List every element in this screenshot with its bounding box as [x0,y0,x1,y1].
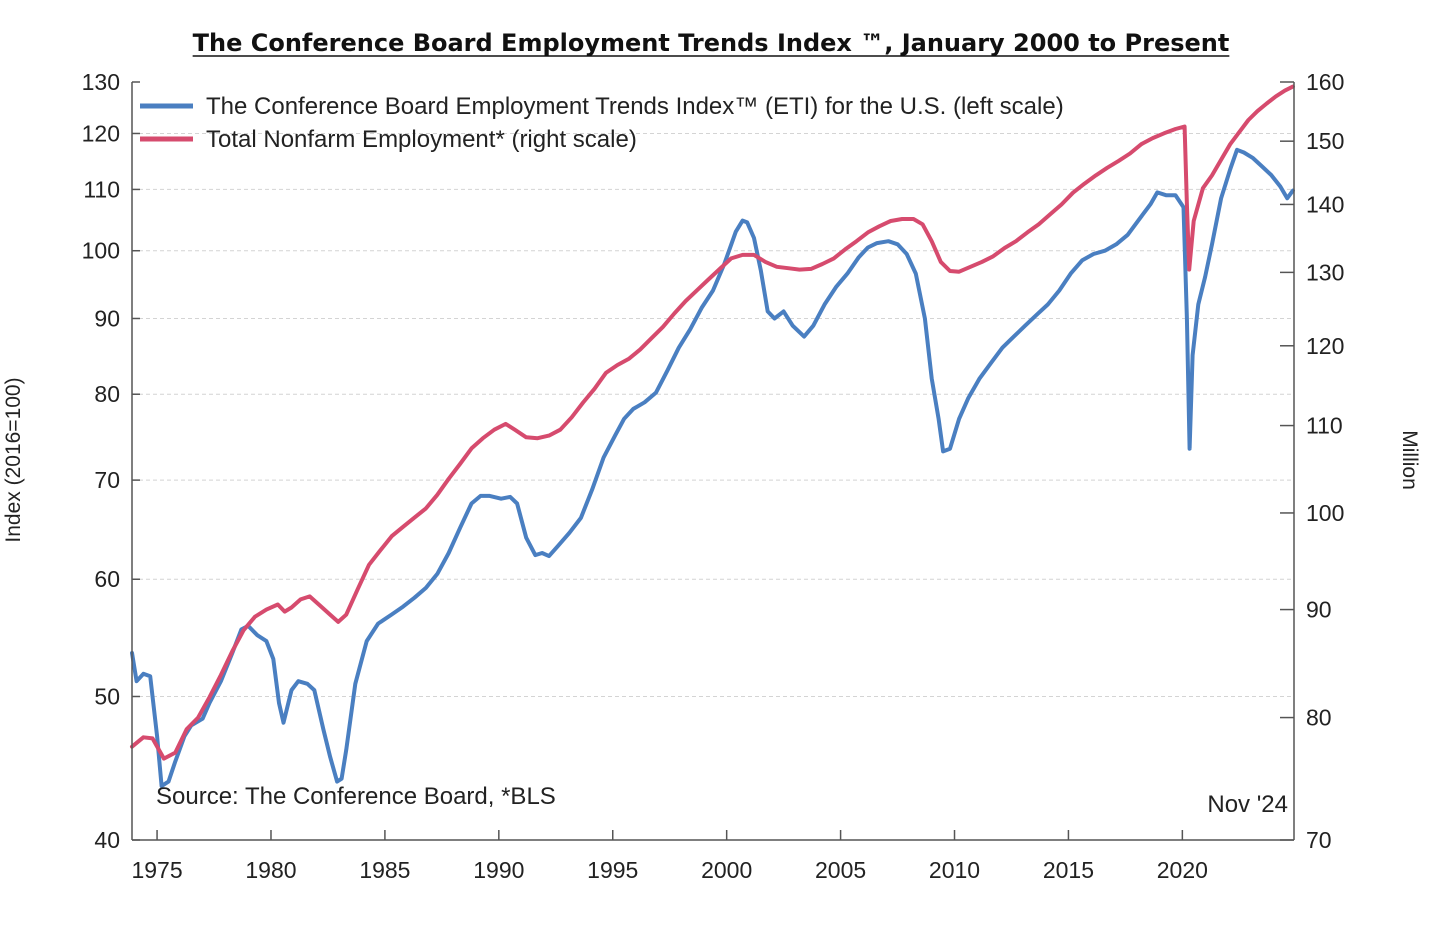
gridlines [132,132,1294,697]
legend-label: The Conference Board Employment Trends I… [206,93,1064,120]
axes [131,81,1295,841]
y-tick-label: 50 [94,683,120,709]
y-tick-label: 80 [94,381,120,407]
y2-tick-label: 70 [1306,827,1332,853]
x-tick-label: 2010 [929,857,980,883]
x-tick-label: 1985 [359,857,410,883]
x-tick-label: 2015 [1043,857,1094,883]
y-tick-label: 40 [94,827,120,853]
y-tick-label: 70 [94,467,120,493]
y2-tick-label: 100 [1306,500,1344,526]
x-tick-label: 1990 [473,857,524,883]
y-tick-label: 60 [94,566,120,592]
x-tick-label: 2005 [815,857,866,883]
y2-tick-label: 80 [1306,705,1332,731]
y-tick-label: 130 [82,69,120,95]
series-lines [130,84,1295,789]
y-tick-label: 90 [94,305,120,331]
date-note: Nov '24 [1207,791,1288,818]
series-line-eti [130,147,1295,789]
y-axis-title: Index (2016=100) [2,377,25,542]
legend-label: Total Nonfarm Employment* (right scale) [206,126,637,153]
y-tick-label: 100 [82,238,120,264]
x-tick-label: 1995 [587,857,638,883]
legend: The Conference Board Employment Trends I… [140,93,1064,153]
y2-axis-title: Million [1398,430,1421,490]
series-line-nonfarm-employment [130,84,1295,761]
x-tick-label: 2000 [701,857,752,883]
y-tick-label: 110 [83,176,120,202]
y2-tick-label: 130 [1306,259,1344,285]
y2-tick-label: 120 [1306,333,1344,359]
y2-tick-label: 150 [1306,128,1344,154]
source-note: Source: The Conference Board, *BLS [156,783,556,810]
y2-tick-label: 90 [1306,597,1332,623]
y-tick-label: 120 [82,120,120,146]
y2-tick-label: 160 [1306,69,1344,95]
x-tick-label: 1980 [245,857,296,883]
chart-title: The Conference Board Employment Trends I… [193,29,1230,57]
x-tick-label: 1975 [131,857,182,883]
y2-tick-label: 140 [1306,191,1344,217]
axis-labels: 40 50 60 70 80 90 100 110 120 130 70 80 90 100 110 120 1… [82,69,1345,883]
y2-tick-label: 110 [1306,413,1343,439]
x-tick-label: 2020 [1157,857,1208,883]
